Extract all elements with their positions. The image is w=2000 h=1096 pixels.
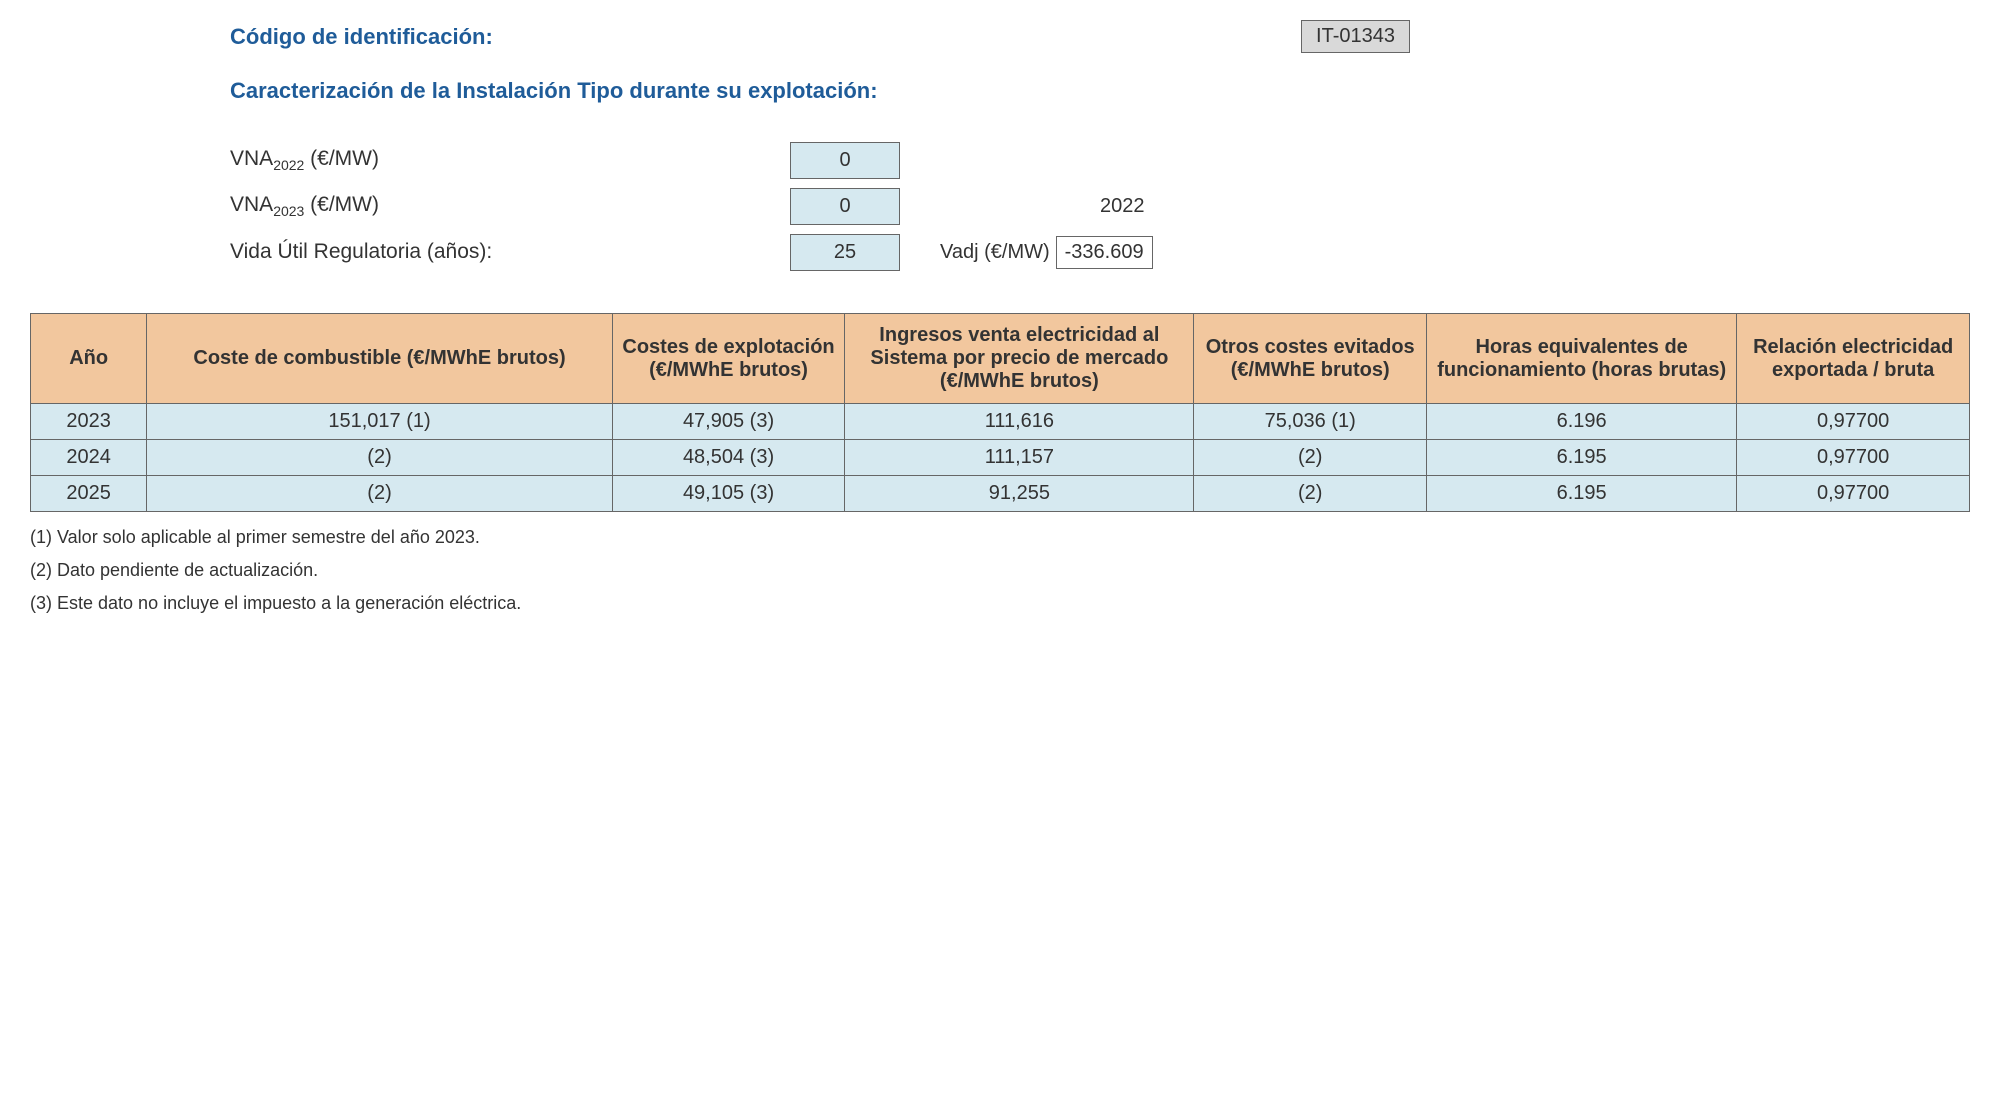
vadj-value: -336.609 <box>1056 236 1153 269</box>
vna2022-row: VNA2022 (€/MW) 0 <box>230 139 1970 181</box>
col-header-otros-costes: Otros costes evitados (€/MWhE brutos) <box>1194 314 1427 404</box>
table-cell: 0,97700 <box>1737 476 1970 512</box>
col-header-horas: Horas equivalentes de funcionamiento (ho… <box>1427 314 1737 404</box>
vadj-label: Vadj (€/MW) <box>940 241 1050 264</box>
table-cell: 48,504 (3) <box>612 440 845 476</box>
table-row: 2023151,017 (1)47,905 (3)111,61675,036 (… <box>31 404 1970 440</box>
code-value: IT-01343 <box>1301 20 1410 53</box>
table-cell: 151,017 (1) <box>147 404 612 440</box>
vna2023-row: VNA2023 (€/MW) 0 2022 <box>230 185 1970 227</box>
table-row: 2024(2)48,504 (3)111,157(2)6.1950,97700 <box>31 440 1970 476</box>
params-block: VNA2022 (€/MW) 0 VNA2023 (€/MW) 0 2022 V… <box>230 139 1970 273</box>
table-cell: 2023 <box>31 404 147 440</box>
col-header-ingresos: Ingresos venta electricidad al Sistema p… <box>845 314 1194 404</box>
vna2022-prefix: VNA <box>230 147 273 170</box>
table-header-row: Año Coste de combustible (€/MWhE brutos)… <box>31 314 1970 404</box>
code-label: Código de identificación: <box>230 24 493 50</box>
vadj-wrap: Vadj (€/MW) -336.609 <box>940 236 1153 269</box>
code-row: Código de identificación: IT-01343 <box>230 20 1970 53</box>
col-header-combustible: Coste de combustible (€/MWhE brutos) <box>147 314 612 404</box>
footnote-3: (3) Este dato no incluye el impuesto a l… <box>30 593 1970 614</box>
table-cell: 47,905 (3) <box>612 404 845 440</box>
vna2022-units: (€/MW) <box>304 147 379 170</box>
vida-row: Vida Útil Regulatoria (años): 25 Vadj (€… <box>230 231 1970 273</box>
table-cell: (2) <box>147 476 612 512</box>
vna2023-sub: 2023 <box>273 203 304 219</box>
table-cell: (2) <box>1194 476 1427 512</box>
col-header-explotacion: Costes de explotación (€/MWhE brutos) <box>612 314 845 404</box>
footnotes: (1) Valor solo aplicable al primer semes… <box>30 527 1970 614</box>
table-row: 2025(2)49,105 (3)91,255(2)6.1950,97700 <box>31 476 1970 512</box>
section-title: Caracterización de la Instalación Tipo d… <box>230 78 1970 104</box>
footnote-2: (2) Dato pendiente de actualización. <box>30 560 1970 581</box>
table-cell: (2) <box>1194 440 1427 476</box>
vna2023-units: (€/MW) <box>304 193 379 216</box>
vna2023-label: VNA2023 (€/MW) <box>230 193 790 219</box>
table-cell: 2024 <box>31 440 147 476</box>
table-cell: 6.195 <box>1427 476 1737 512</box>
table-cell: 2025 <box>31 476 147 512</box>
table-cell: 111,616 <box>845 404 1194 440</box>
table-cell: 75,036 (1) <box>1194 404 1427 440</box>
vna2022-label: VNA2022 (€/MW) <box>230 147 790 173</box>
table-cell: 111,157 <box>845 440 1194 476</box>
table-cell: 0,97700 <box>1737 404 1970 440</box>
header-section: Código de identificación: IT-01343 Carac… <box>230 20 1970 104</box>
vna2023-prefix: VNA <box>230 193 273 216</box>
table-cell: 6.195 <box>1427 440 1737 476</box>
vna2022-sub: 2022 <box>273 157 304 173</box>
col-header-ano: Año <box>31 314 147 404</box>
table-cell: 6.196 <box>1427 404 1737 440</box>
vida-label: Vida Útil Regulatoria (años): <box>230 240 790 264</box>
extra-year: 2022 <box>1100 195 1145 218</box>
vna2022-value: 0 <box>790 142 900 179</box>
table-cell: (2) <box>147 440 612 476</box>
footnote-1: (1) Valor solo aplicable al primer semes… <box>30 527 1970 548</box>
table-cell: 0,97700 <box>1737 440 1970 476</box>
vna2023-value: 0 <box>790 188 900 225</box>
main-data-table: Año Coste de combustible (€/MWhE brutos)… <box>30 313 1970 512</box>
table-cell: 49,105 (3) <box>612 476 845 512</box>
col-header-relacion: Relación electricidad exportada / bruta <box>1737 314 1970 404</box>
table-cell: 91,255 <box>845 476 1194 512</box>
vida-value: 25 <box>790 234 900 271</box>
